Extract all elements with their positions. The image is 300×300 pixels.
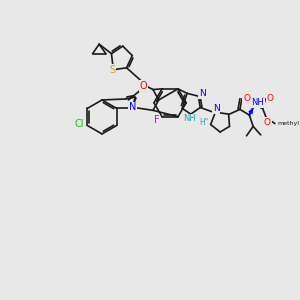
Text: O: O — [243, 94, 250, 103]
Text: NH: NH — [184, 114, 196, 123]
Text: O: O — [140, 81, 147, 91]
Text: N: N — [199, 89, 206, 98]
Text: Cl: Cl — [74, 118, 83, 129]
Text: NH: NH — [251, 98, 264, 107]
Text: O: O — [264, 118, 271, 127]
Text: O: O — [267, 94, 274, 103]
Text: N: N — [213, 104, 220, 113]
Text: S: S — [109, 65, 116, 75]
Text: methyl: methyl — [278, 121, 300, 126]
Text: N: N — [129, 103, 136, 112]
Text: F: F — [154, 115, 159, 124]
Text: H": H" — [200, 118, 209, 127]
